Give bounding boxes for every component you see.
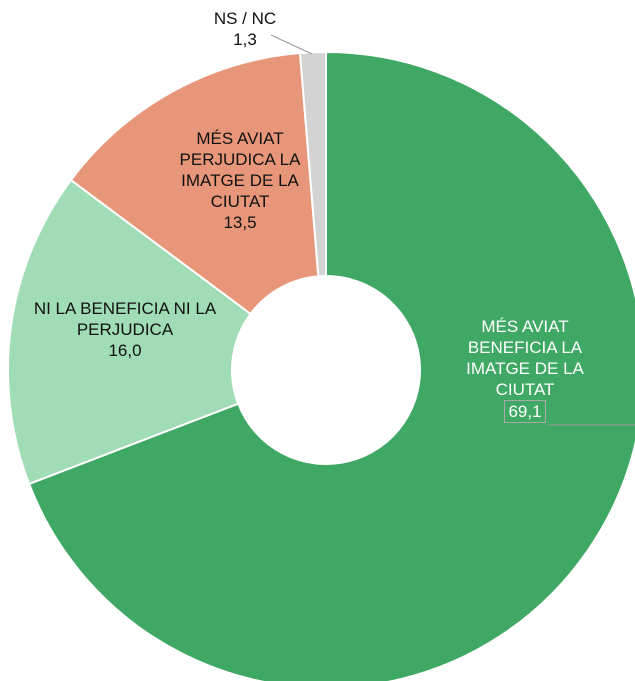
slice-label: MÉS AVIAT BENEFICIA LA IMATGE DE LA CIUT… <box>440 316 610 423</box>
value-label: 69,1 <box>504 400 546 423</box>
label-block: NI LA BENEFICIA NI LA PERJUDICA 16,0 <box>20 298 230 361</box>
value-label: 13,5 <box>223 213 257 232</box>
slice-label: NS / NC 1,3 <box>195 8 295 50</box>
category-label: NS / NC <box>213 9 277 28</box>
label-block: NS / NC 1,3 <box>195 8 295 50</box>
category-label: MÉS AVIAT BENEFICIA LA IMATGE DE LA CIUT… <box>466 317 584 399</box>
value-label: 16,0 <box>108 341 142 360</box>
slice-label: MÉS AVIAT PERJUDICA LA IMATGE DE LA CIUT… <box>155 128 325 233</box>
slice-label: NI LA BENEFICIA NI LA PERJUDICA 16,0 <box>20 298 230 361</box>
slice <box>7 178 252 486</box>
category-label: NI LA BENEFICIA NI LA PERJUDICA <box>33 299 217 339</box>
label-block: MÉS AVIAT PERJUDICA LA IMATGE DE LA CIUT… <box>155 128 325 233</box>
slice <box>27 50 635 681</box>
slice <box>69 51 320 316</box>
category-label: MÉS AVIAT PERJUDICA LA IMATGE DE LA CIUT… <box>179 129 301 211</box>
leader-line <box>270 34 313 55</box>
value-label: 1,3 <box>233 30 257 49</box>
label-block: MÉS AVIAT BENEFICIA LA IMATGE DE LA CIUT… <box>440 316 610 423</box>
